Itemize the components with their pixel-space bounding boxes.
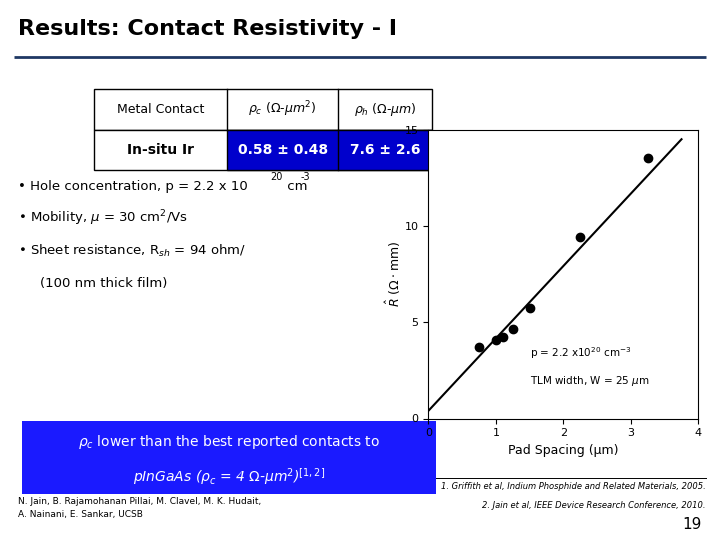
Text: Results: Contact Resistivity - I: Results: Contact Resistivity - I bbox=[18, 19, 397, 39]
Text: • Mobility, $\mu$ = 30 cm$^2$/Vs: • Mobility, $\mu$ = 30 cm$^2$/Vs bbox=[18, 209, 188, 228]
Text: 1. Griffith et al, Indium Phosphide and Related Materials, 2005.: 1. Griffith et al, Indium Phosphide and … bbox=[441, 482, 706, 491]
Text: p = 2.2 x10$^{20}$ cm$^{-3}$: p = 2.2 x10$^{20}$ cm$^{-3}$ bbox=[530, 345, 631, 361]
Y-axis label: $\hat{R}\ (\Omega\cdot$mm): $\hat{R}\ (\Omega\cdot$mm) bbox=[384, 241, 403, 307]
Text: $\rho_c$ lower than the best reported contacts to: $\rho_c$ lower than the best reported co… bbox=[78, 433, 379, 451]
Bar bbox=[22, 421, 436, 494]
Bar bbox=[227, 130, 432, 170]
Text: cm: cm bbox=[283, 180, 307, 193]
Text: (100 nm thick film): (100 nm thick film) bbox=[40, 277, 167, 290]
Text: TLM width, W = 25 $\mu$m: TLM width, W = 25 $\mu$m bbox=[530, 374, 649, 388]
Bar bbox=[94, 89, 432, 130]
Text: A. Nainani, E. Sankar, UCSB: A. Nainani, E. Sankar, UCSB bbox=[18, 510, 143, 519]
Text: • Hole concentration, p = 2.2 x 10: • Hole concentration, p = 2.2 x 10 bbox=[18, 180, 248, 193]
Text: 2. Jain et al, IEEE Device Research Conference, 2010.: 2. Jain et al, IEEE Device Research Conf… bbox=[482, 501, 706, 510]
X-axis label: Pad Spacing (μm): Pad Spacing (μm) bbox=[508, 444, 618, 457]
Bar bbox=[94, 130, 432, 170]
Text: pInGaAs ($\rho_c$ = 4 $\Omega$-$\mu$m$^2$)$^{[1,2]}$: pInGaAs ($\rho_c$ = 4 $\Omega$-$\mu$m$^2… bbox=[132, 466, 325, 487]
Text: 0.58 ± 0.48: 0.58 ± 0.48 bbox=[238, 143, 328, 157]
Text: • Sheet resistance, R$_{sh}$ = 94 ohm/: • Sheet resistance, R$_{sh}$ = 94 ohm/ bbox=[18, 243, 246, 259]
Text: $\rho_h\ (\Omega\text{-}\mu m)$: $\rho_h\ (\Omega\text{-}\mu m)$ bbox=[354, 101, 417, 118]
Text: In-situ Ir: In-situ Ir bbox=[127, 143, 194, 157]
Text: 7.6 ± 2.6: 7.6 ± 2.6 bbox=[350, 143, 420, 157]
Text: $\rho_c\ (\Omega\text{-}\mu m^2)$: $\rho_c\ (\Omega\text{-}\mu m^2)$ bbox=[248, 99, 317, 119]
Text: 19: 19 bbox=[683, 517, 702, 532]
Text: -3: -3 bbox=[301, 172, 310, 181]
Text: Metal Contact: Metal Contact bbox=[117, 103, 204, 116]
Text: 20: 20 bbox=[270, 172, 282, 181]
Text: N. Jain, B. Rajamohanan Pillai, M. Clavel, M. K. Hudait,: N. Jain, B. Rajamohanan Pillai, M. Clave… bbox=[18, 497, 261, 506]
